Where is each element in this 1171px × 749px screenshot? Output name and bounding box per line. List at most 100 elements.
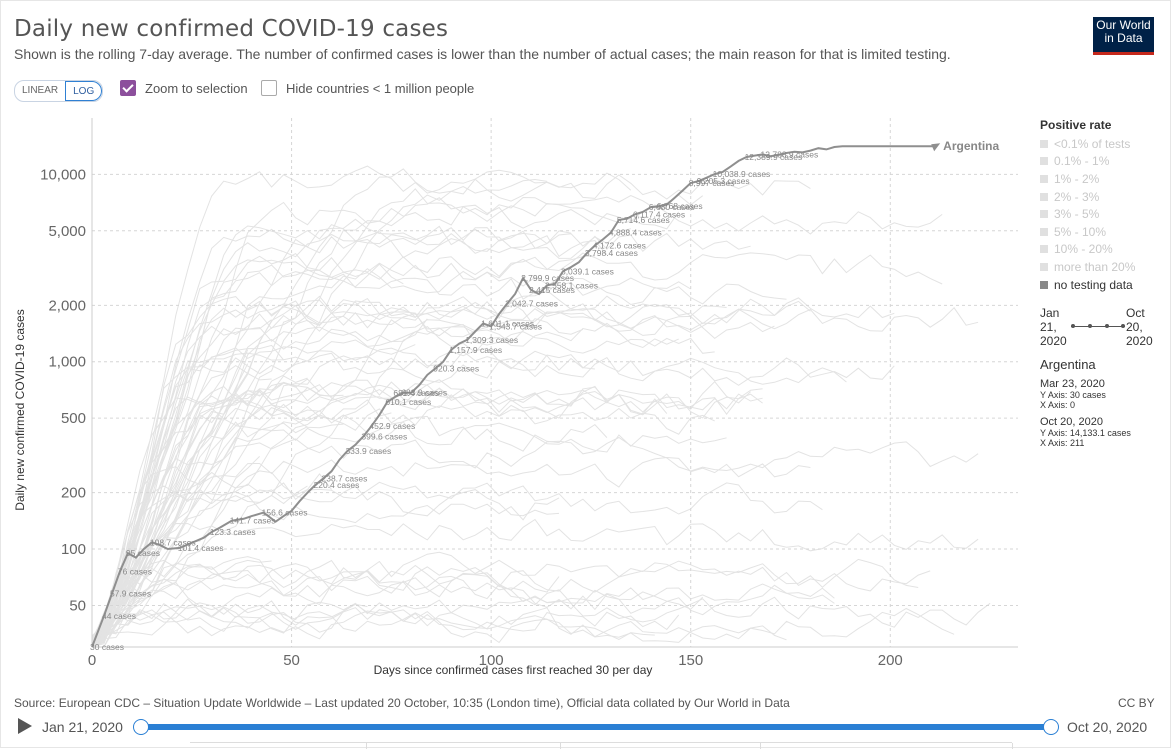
legend-item[interactable]: no testing data bbox=[1040, 276, 1165, 294]
tl-end-month: Oct bbox=[1126, 306, 1145, 320]
hide-small-checkbox-box[interactable] bbox=[261, 80, 277, 96]
background-country-line bbox=[91, 319, 272, 648]
case-annotation: 6,680 cases bbox=[649, 202, 695, 212]
info-start-y: Y Axis: 30 cases bbox=[1040, 390, 1106, 400]
y-tick-label: 5,000 bbox=[48, 223, 86, 240]
tl-start-month: Jan bbox=[1040, 306, 1060, 320]
case-annotation: 57.9 cases bbox=[110, 589, 151, 599]
y-tick-label: 500 bbox=[61, 410, 86, 427]
background-country-line bbox=[91, 399, 392, 644]
background-country-line bbox=[92, 188, 704, 648]
timeline-legend-dot bbox=[1121, 324, 1125, 328]
source-note[interactable]: Source: European CDC – Situation Update … bbox=[14, 696, 790, 710]
background-country-line bbox=[91, 263, 404, 648]
background-country-line bbox=[91, 389, 668, 648]
background-country-line bbox=[91, 178, 548, 641]
case-annotation: 683.9 cases bbox=[401, 388, 447, 398]
background-country-line bbox=[91, 556, 931, 648]
background-country-line bbox=[91, 605, 787, 648]
legend-item[interactable]: 10% - 20% bbox=[1040, 241, 1165, 259]
linear-button[interactable]: LINEAR bbox=[22, 85, 59, 96]
background-country-line bbox=[91, 346, 595, 648]
info-end-x: X Axis: 211 bbox=[1040, 438, 1085, 448]
case-annotation: 1,157.9 cases bbox=[449, 345, 502, 355]
case-annotation: 1,309.3 cases bbox=[465, 335, 518, 345]
timeline-start-handle[interactable] bbox=[133, 719, 149, 735]
x-tick-label: 200 bbox=[878, 652, 903, 669]
log-button[interactable]: LOG bbox=[65, 81, 103, 101]
legend-item[interactable]: 2% - 3% bbox=[1040, 188, 1165, 206]
timeline-legend-dot bbox=[1071, 324, 1075, 328]
case-annotation: 399.6 cases bbox=[361, 431, 407, 441]
case-annotation: 76 cases bbox=[118, 566, 152, 576]
y-tick-label: 50 bbox=[69, 597, 86, 614]
legend-swatch bbox=[1040, 157, 1048, 166]
timeline-end-handle[interactable] bbox=[1043, 719, 1059, 735]
series-layer: Argentina bbox=[91, 139, 1000, 648]
x-tick-label: 0 bbox=[88, 652, 96, 669]
background-country-line bbox=[91, 569, 704, 642]
legend-item[interactable]: 5% - 10% bbox=[1040, 223, 1165, 241]
info-end-y: Y Axis: 14,133.1 cases bbox=[1040, 428, 1131, 438]
info-country: Argentina bbox=[1040, 357, 1096, 372]
legend-item-label: 10% - 20% bbox=[1054, 242, 1113, 257]
case-annotation: 6,117.4 cases bbox=[633, 209, 685, 219]
tl-start-day: 21, bbox=[1040, 320, 1057, 334]
legend-item-label: more than 20% bbox=[1054, 259, 1136, 274]
scale-toggle[interactable]: LINEAR LOG bbox=[14, 80, 104, 102]
owid-logo[interactable]: Our World in Data bbox=[1093, 17, 1154, 55]
info-start-x: X Axis: 0 bbox=[1040, 400, 1076, 410]
play-icon[interactable] bbox=[18, 718, 32, 734]
background-country-line bbox=[91, 313, 584, 648]
y-tick-label: 10,000 bbox=[40, 166, 86, 183]
timeline-legend-end: Oct 20, 2020 bbox=[1126, 306, 1153, 348]
x-tick-label: 100 bbox=[479, 652, 504, 669]
legend-item[interactable]: 0.1% - 1% bbox=[1040, 153, 1165, 171]
case-annotation: 9,205.3 cases bbox=[697, 176, 750, 186]
case-annotation: 156.6 cases bbox=[262, 508, 308, 518]
background-country-line bbox=[91, 268, 691, 644]
annotations: 30 cases 44 cases 57.9 cases 76 cases 95 cas… bbox=[90, 149, 818, 652]
background-country-line bbox=[91, 322, 679, 648]
x-axis-label: Days since confirmed cases first reached… bbox=[374, 663, 653, 677]
case-annotation: 3,039.1 cases bbox=[561, 266, 614, 276]
positive-rate-legend: Positive rate <0.1% of tests 0.1% - 1% 1… bbox=[1040, 118, 1165, 293]
hide-small-checkbox[interactable]: Hide countries < 1 million people bbox=[261, 80, 474, 96]
series-label-argentina: Argentina bbox=[943, 139, 999, 153]
legend-item[interactable]: <0.1% of tests bbox=[1040, 135, 1165, 153]
background-country-line bbox=[91, 165, 811, 647]
case-annotation: 30 cases bbox=[90, 642, 124, 652]
background-country-line bbox=[92, 421, 727, 648]
legend-item[interactable]: 3% - 5% bbox=[1040, 205, 1165, 223]
case-annotation: 2,799.9 cases bbox=[521, 273, 574, 283]
legend-swatch bbox=[1040, 227, 1048, 236]
zoom-checkbox-box[interactable] bbox=[120, 80, 136, 96]
background-country-line bbox=[91, 400, 344, 648]
background-country-line bbox=[91, 551, 919, 648]
case-annotation: 220.4 cases bbox=[314, 480, 360, 490]
case-annotation: 5,714.6 cases bbox=[617, 215, 670, 225]
timeline-track[interactable] bbox=[140, 724, 1050, 730]
case-annotation: 2,415 cases bbox=[529, 285, 575, 295]
info-start-date: Mar 23, 2020 bbox=[1040, 378, 1105, 390]
case-annotation: 10,038.9 cases bbox=[713, 169, 771, 179]
legend-item[interactable]: more than 20% bbox=[1040, 258, 1165, 276]
timeline-legend-dot bbox=[1088, 324, 1092, 328]
timeline-end-label: Oct 20, 2020 bbox=[1067, 719, 1148, 735]
legend-title: Positive rate bbox=[1040, 118, 1112, 132]
y-tick-label: 100 bbox=[61, 541, 86, 558]
legend-item-label: 0.1% - 1% bbox=[1054, 154, 1110, 169]
legend-swatch bbox=[1040, 245, 1048, 254]
zoom-checkbox[interactable]: Zoom to selection bbox=[120, 80, 248, 96]
background-country-line bbox=[91, 311, 775, 643]
chart-subtitle: Shown is the rolling 7-day average. The … bbox=[14, 46, 951, 62]
case-annotation: 123.3 cases bbox=[210, 527, 256, 537]
background-country-line bbox=[91, 456, 811, 648]
background-country-line bbox=[91, 575, 835, 648]
legend-item[interactable]: 1% - 2% bbox=[1040, 170, 1165, 188]
timeline-legend-dot bbox=[1105, 324, 1109, 328]
case-annotation: 238.7 cases bbox=[322, 473, 368, 483]
license-link[interactable]: CC BY bbox=[1118, 696, 1155, 710]
chart-title: Daily new confirmed COVID-19 cases bbox=[14, 16, 449, 42]
background-country-line bbox=[91, 596, 991, 648]
